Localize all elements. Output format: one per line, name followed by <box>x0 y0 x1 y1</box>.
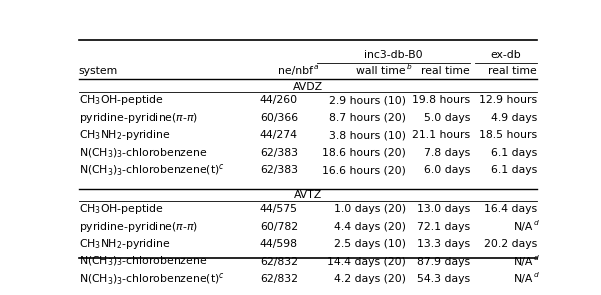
Text: N(CH$_3$)$_3$-chlorobenzene(t)$^c$: N(CH$_3$)$_3$-chlorobenzene(t)$^c$ <box>79 271 225 287</box>
Text: 44/598: 44/598 <box>260 239 298 249</box>
Text: 5.0 days: 5.0 days <box>424 113 470 123</box>
Text: system: system <box>79 65 118 76</box>
Text: d: d <box>534 219 538 226</box>
Text: 60/782: 60/782 <box>260 222 298 232</box>
Text: 2.9 hours (10): 2.9 hours (10) <box>329 95 406 105</box>
Text: 62/383: 62/383 <box>260 148 298 158</box>
Text: 62/832: 62/832 <box>260 274 298 284</box>
Text: AVTZ: AVTZ <box>294 190 322 200</box>
Text: 4.9 days: 4.9 days <box>491 113 537 123</box>
Text: AVDZ: AVDZ <box>293 81 323 91</box>
Text: d: d <box>534 255 538 260</box>
Text: 62/383: 62/383 <box>260 165 298 175</box>
Text: 54.3 days: 54.3 days <box>417 274 470 284</box>
Text: CH$_3$OH-peptide: CH$_3$OH-peptide <box>79 202 163 216</box>
Text: 2.5 days (10): 2.5 days (10) <box>334 239 406 249</box>
Text: 16.4 days: 16.4 days <box>484 204 537 214</box>
Text: 72.1 days: 72.1 days <box>417 222 470 232</box>
Text: N(CH$_3$)$_3$-chlorobenzene: N(CH$_3$)$_3$-chlorobenzene <box>79 146 207 160</box>
Text: 20.2 days: 20.2 days <box>484 239 537 249</box>
Text: 18.6 hours (20): 18.6 hours (20) <box>322 148 406 158</box>
Text: real time: real time <box>421 65 470 76</box>
Text: 7.8 days: 7.8 days <box>424 148 470 158</box>
Text: d: d <box>534 272 538 278</box>
Text: pyridine-pyridine($\pi$-$\pi$): pyridine-pyridine($\pi$-$\pi$) <box>79 111 198 125</box>
Text: 18.5 hours: 18.5 hours <box>479 130 537 140</box>
Text: ne/nbf: ne/nbf <box>278 65 313 76</box>
Text: ex-db: ex-db <box>490 50 521 60</box>
Text: 44/575: 44/575 <box>260 204 298 214</box>
Text: 3.8 hours (10): 3.8 hours (10) <box>329 130 406 140</box>
Text: 6.1 days: 6.1 days <box>491 165 537 175</box>
Text: 21.1 hours: 21.1 hours <box>412 130 470 140</box>
Text: CH$_3$NH$_2$-pyridine: CH$_3$NH$_2$-pyridine <box>79 237 171 251</box>
Text: real time: real time <box>489 65 537 76</box>
Text: 16.6 hours (20): 16.6 hours (20) <box>322 165 406 175</box>
Text: 62/832: 62/832 <box>260 257 298 267</box>
Text: 87.9 days: 87.9 days <box>417 257 470 267</box>
Text: N(CH$_3$)$_3$-chlorobenzene: N(CH$_3$)$_3$-chlorobenzene <box>79 255 207 268</box>
Text: 60/366: 60/366 <box>260 113 298 123</box>
Text: 8.7 hours (20): 8.7 hours (20) <box>329 113 406 123</box>
Text: 1.0 days (20): 1.0 days (20) <box>334 204 406 214</box>
Text: 6.0 days: 6.0 days <box>424 165 470 175</box>
Text: 13.3 days: 13.3 days <box>417 239 470 249</box>
Text: 13.0 days: 13.0 days <box>417 204 470 214</box>
Text: pyridine-pyridine($\pi$-$\pi$): pyridine-pyridine($\pi$-$\pi$) <box>79 220 198 234</box>
Text: 12.9 hours: 12.9 hours <box>479 95 537 105</box>
Text: 6.1 days: 6.1 days <box>491 148 537 158</box>
Text: 19.8 hours: 19.8 hours <box>412 95 470 105</box>
Text: N/A: N/A <box>514 274 534 284</box>
Text: wall time: wall time <box>356 65 406 76</box>
Text: CH$_3$OH-peptide: CH$_3$OH-peptide <box>79 93 163 107</box>
Text: 4.4 days (20): 4.4 days (20) <box>334 222 406 232</box>
Text: 4.2 days (20): 4.2 days (20) <box>334 274 406 284</box>
Text: N(CH$_3$)$_3$-chlorobenzene(t)$^c$: N(CH$_3$)$_3$-chlorobenzene(t)$^c$ <box>79 163 225 178</box>
Text: inc3-db-B0: inc3-db-B0 <box>364 50 423 60</box>
Text: 44/274: 44/274 <box>260 130 298 140</box>
Text: a: a <box>314 63 319 70</box>
Text: N/A: N/A <box>514 257 534 267</box>
Text: b: b <box>407 63 412 70</box>
Text: CH$_3$NH$_2$-pyridine: CH$_3$NH$_2$-pyridine <box>79 128 171 142</box>
Text: 14.4 days (20): 14.4 days (20) <box>327 257 406 267</box>
Text: 44/260: 44/260 <box>260 95 298 105</box>
Text: N/A: N/A <box>514 222 534 232</box>
